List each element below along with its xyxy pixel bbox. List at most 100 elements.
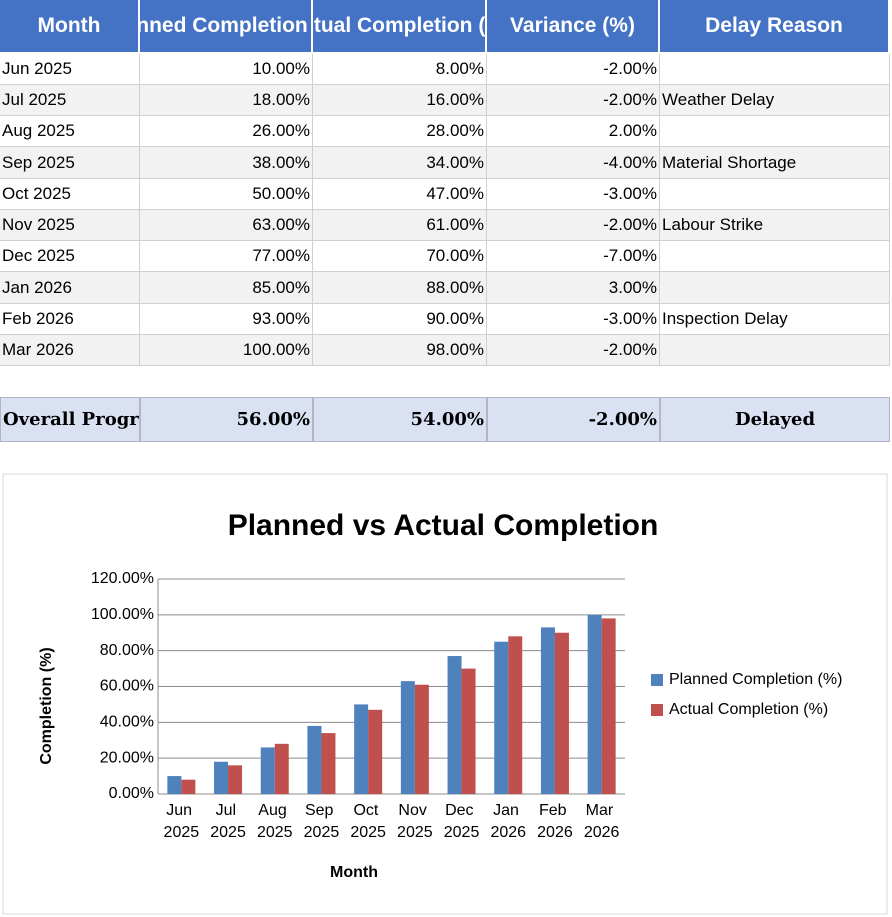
y-tick-label: 20.00% xyxy=(100,749,154,766)
bar xyxy=(400,681,415,794)
summary-cell: -2.00% xyxy=(487,397,660,442)
table-cell: 98.00% xyxy=(313,335,487,366)
y-tick-label: 80.00% xyxy=(100,642,154,659)
x-tick-label: Oct 2025 xyxy=(350,802,386,841)
y-tick-label: 100.00% xyxy=(91,606,154,623)
summary-cell: Delayed xyxy=(660,397,890,442)
table-cell: 28.00% xyxy=(313,116,487,147)
bar xyxy=(368,709,383,794)
bar xyxy=(494,641,509,794)
table-cell: Weather Delay xyxy=(660,85,890,116)
x-tick-label: Jan 2026 xyxy=(490,802,526,841)
table-cell: 70.00% xyxy=(313,241,487,272)
table-cell: 88.00% xyxy=(313,272,487,304)
bar xyxy=(508,636,523,794)
bar xyxy=(274,743,289,794)
table-cell: 47.00% xyxy=(313,179,487,210)
table-cell: 85.00% xyxy=(140,272,313,304)
y-tick-label: 60.00% xyxy=(100,678,154,695)
bar xyxy=(214,761,229,794)
x-tick-label: Jun 2025 xyxy=(164,802,200,841)
y-tick-label: 0.00% xyxy=(109,785,154,802)
bar xyxy=(540,627,555,794)
table-cell: Jun 2025 xyxy=(0,54,140,85)
legend-swatch xyxy=(651,674,663,686)
table-cell: -3.00% xyxy=(487,179,660,210)
legend-label: Planned Completion (%) xyxy=(669,671,842,688)
table-cell: Jan 2026 xyxy=(0,272,140,304)
table-cell: Nov 2025 xyxy=(0,210,140,241)
table-cell: Sep 2025 xyxy=(0,147,140,179)
x-tick-label: Feb 2026 xyxy=(537,802,573,841)
table-cell: -2.00% xyxy=(487,54,660,85)
bar xyxy=(447,656,462,794)
table-cell: 26.00% xyxy=(140,116,313,147)
table-cell xyxy=(660,116,890,147)
table-cell: -2.00% xyxy=(487,210,660,241)
table-cell: Oct 2025 xyxy=(0,179,140,210)
table-cell: -4.00% xyxy=(487,147,660,179)
table-cell: 50.00% xyxy=(140,179,313,210)
column-header: Actual Completion (%) xyxy=(313,0,487,54)
x-tick-label: Nov 2025 xyxy=(397,802,433,841)
bar xyxy=(461,668,476,794)
table-cell xyxy=(660,241,890,272)
table-cell: 3.00% xyxy=(487,272,660,304)
table-cell: -7.00% xyxy=(487,241,660,272)
legend-swatch xyxy=(651,704,663,716)
column-header: Planned Completion (%) xyxy=(140,0,313,54)
table-cell xyxy=(660,272,890,304)
table-cell xyxy=(660,335,890,366)
table-cell: Aug 2025 xyxy=(0,116,140,147)
table-cell: 90.00% xyxy=(313,304,487,335)
bar xyxy=(181,779,196,794)
bar xyxy=(167,776,182,794)
table-cell: -2.00% xyxy=(487,335,660,366)
table-cell: Mar 2026 xyxy=(0,335,140,366)
x-tick-label: Mar 2026 xyxy=(584,802,620,841)
x-axis-label: Month xyxy=(330,864,378,881)
table-cell: 38.00% xyxy=(140,147,313,179)
chart-frame xyxy=(2,473,888,915)
bar xyxy=(587,614,602,794)
summary-cell: Overall Progress xyxy=(0,397,140,442)
table-cell: 16.00% xyxy=(313,85,487,116)
table-cell: 2.00% xyxy=(487,116,660,147)
bar xyxy=(554,632,569,794)
table-cell xyxy=(660,54,890,85)
column-header: Delay Reason xyxy=(660,0,890,54)
bar xyxy=(307,725,322,794)
table-cell: 100.00% xyxy=(140,335,313,366)
y-axis-label: Completion (%) xyxy=(38,647,55,764)
table-cell: 34.00% xyxy=(313,147,487,179)
column-header: Month xyxy=(0,0,140,54)
table-cell: 61.00% xyxy=(313,210,487,241)
x-tick-label: Sep 2025 xyxy=(304,802,340,841)
table-cell: Feb 2026 xyxy=(0,304,140,335)
legend-label: Actual Completion (%) xyxy=(669,701,828,718)
x-tick-label: Jul 2025 xyxy=(210,802,246,841)
summary-cell: 56.00% xyxy=(140,397,313,442)
table-cell: Dec 2025 xyxy=(0,241,140,272)
table-cell: Jul 2025 xyxy=(0,85,140,116)
x-tick-label: Dec 2025 xyxy=(444,802,480,841)
table-cell xyxy=(660,179,890,210)
bar xyxy=(414,684,429,794)
bar xyxy=(260,747,275,794)
table-cell: 77.00% xyxy=(140,241,313,272)
table-cell: 63.00% xyxy=(140,210,313,241)
table-cell: Material Shortage xyxy=(660,147,890,179)
bar xyxy=(321,733,336,794)
table-cell: 10.00% xyxy=(140,54,313,85)
column-header: Variance (%) xyxy=(487,0,660,54)
table-cell: -3.00% xyxy=(487,304,660,335)
table-cell: Labour Strike xyxy=(660,210,890,241)
table-cell: 8.00% xyxy=(313,54,487,85)
bar xyxy=(228,765,243,794)
y-tick-label: 40.00% xyxy=(100,714,154,731)
chart-title: Planned vs Actual Completion xyxy=(228,509,659,542)
x-tick-label: Aug 2025 xyxy=(257,802,293,841)
bar xyxy=(601,618,616,794)
summary-cell: 54.00% xyxy=(313,397,487,442)
table-cell: 93.00% xyxy=(140,304,313,335)
